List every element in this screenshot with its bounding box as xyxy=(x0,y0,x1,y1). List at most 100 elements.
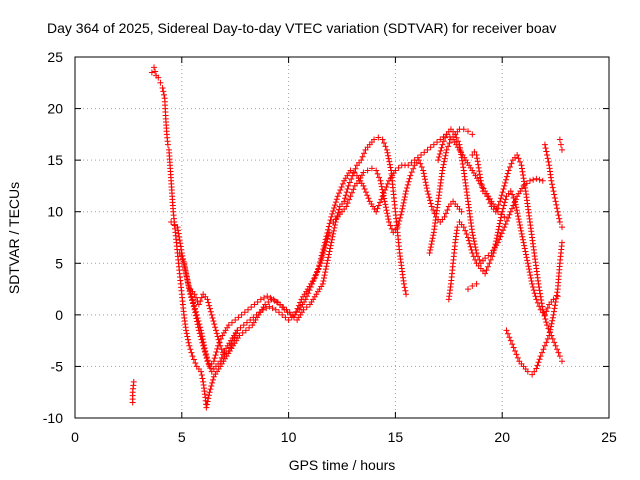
data-point xyxy=(211,355,218,362)
data-point xyxy=(207,308,214,315)
data-point xyxy=(399,205,406,212)
data-point xyxy=(341,195,348,202)
data-point xyxy=(323,263,330,270)
data-point xyxy=(322,269,329,276)
data-point xyxy=(551,194,558,201)
data-point xyxy=(386,161,393,168)
data-point xyxy=(494,232,501,239)
data-point xyxy=(385,152,392,159)
data-point xyxy=(473,280,480,287)
data-point xyxy=(459,161,466,168)
data-point xyxy=(227,344,234,351)
data-point xyxy=(332,199,339,206)
data-point xyxy=(388,225,395,232)
data-point xyxy=(174,224,181,231)
data-point xyxy=(533,296,540,303)
data-point xyxy=(383,146,390,153)
data-point xyxy=(341,198,348,205)
data-point xyxy=(459,157,466,164)
data-point xyxy=(201,342,208,349)
data-point xyxy=(551,191,558,198)
data-point xyxy=(522,184,529,191)
data-point xyxy=(530,176,537,183)
data-point xyxy=(420,167,427,174)
data-point xyxy=(364,192,371,199)
data-point xyxy=(385,219,392,226)
data-point xyxy=(440,164,447,171)
data-point xyxy=(348,189,355,196)
data-point xyxy=(446,139,453,146)
data-point xyxy=(210,358,217,365)
data-point xyxy=(187,346,194,353)
data-point xyxy=(213,348,220,355)
data-point xyxy=(382,204,389,211)
data-point xyxy=(197,324,204,331)
data-point xyxy=(259,306,266,313)
data-point xyxy=(496,220,503,227)
data-point xyxy=(548,323,555,330)
data-point xyxy=(526,266,533,273)
data-point xyxy=(217,342,224,349)
data-point xyxy=(190,299,197,306)
data-point xyxy=(347,167,354,174)
data-point xyxy=(415,157,422,164)
data-point xyxy=(537,353,544,360)
data-point xyxy=(406,175,413,182)
data-point xyxy=(497,217,504,224)
data-point xyxy=(331,221,338,228)
data-point xyxy=(482,270,489,277)
data-point xyxy=(504,170,511,177)
data-point xyxy=(377,177,384,184)
data-point xyxy=(454,224,461,231)
data-point xyxy=(424,146,431,153)
data-point xyxy=(521,245,528,252)
data-point xyxy=(320,246,327,253)
data-point xyxy=(232,317,239,324)
data-point xyxy=(277,301,284,308)
data-point xyxy=(400,199,407,206)
data-point xyxy=(515,155,522,162)
data-point xyxy=(501,199,508,206)
data-point xyxy=(256,309,263,316)
data-point xyxy=(212,352,219,359)
data-point xyxy=(331,224,338,231)
data-point xyxy=(458,151,465,158)
data-point xyxy=(559,239,566,246)
data-point xyxy=(178,253,185,260)
data-point xyxy=(504,330,511,337)
data-point xyxy=(519,236,526,243)
data-point xyxy=(521,181,528,188)
data-point xyxy=(427,200,434,207)
data-point xyxy=(195,318,202,325)
data-point xyxy=(514,354,521,361)
data-point xyxy=(191,291,198,298)
data-point xyxy=(544,155,551,162)
data-point xyxy=(487,256,494,263)
data-point xyxy=(517,224,524,231)
data-point xyxy=(176,249,183,256)
data-point xyxy=(325,254,332,261)
data-point xyxy=(330,227,337,234)
data-point xyxy=(465,234,472,241)
data-point xyxy=(228,319,235,326)
data-point xyxy=(321,239,328,246)
data-point xyxy=(531,290,538,297)
data-point xyxy=(559,358,566,365)
data-point xyxy=(512,198,519,205)
data-point xyxy=(469,232,476,239)
series-track-13 xyxy=(556,136,566,153)
data-point xyxy=(524,257,531,264)
data-point xyxy=(364,167,371,174)
data-point xyxy=(491,247,498,254)
data-point xyxy=(471,241,478,248)
data-point xyxy=(272,306,279,313)
data-point xyxy=(536,284,543,291)
data-point xyxy=(179,256,186,263)
data-point xyxy=(237,324,244,331)
data-point xyxy=(177,243,184,250)
y-tick-label: 5 xyxy=(55,255,63,271)
data-point xyxy=(195,301,202,308)
data-point xyxy=(427,197,434,204)
data-point xyxy=(250,314,257,321)
data-point xyxy=(505,167,512,174)
